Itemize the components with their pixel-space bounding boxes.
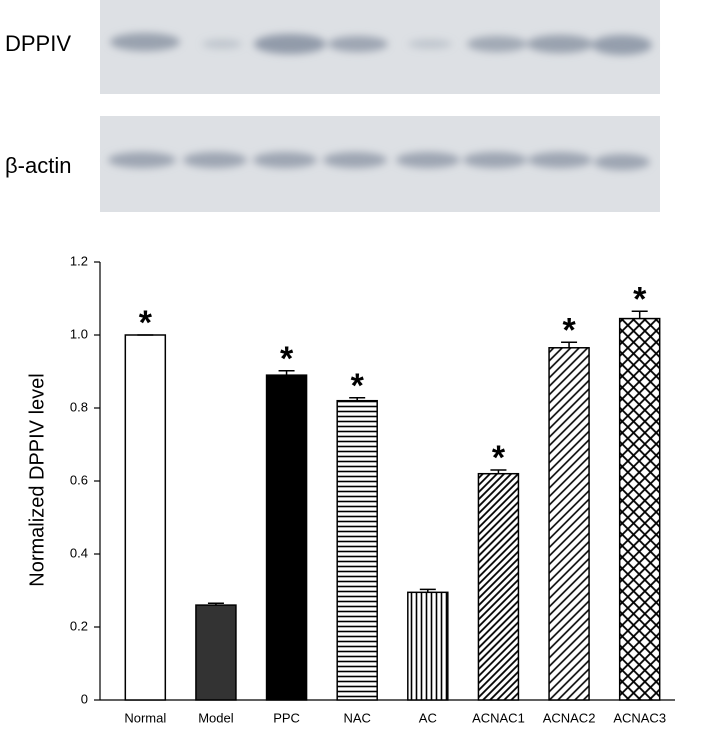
significance-marker: * — [351, 367, 365, 405]
error-bar — [631, 310, 648, 319]
significance-marker: * — [562, 311, 576, 349]
x-tick-label: Normal — [124, 710, 166, 725]
error-bar — [561, 341, 578, 348]
y-tick-label: 1.2 — [70, 253, 88, 268]
bar — [195, 604, 237, 701]
significance-marker: * — [139, 304, 153, 342]
bar — [336, 399, 378, 701]
blot-label: β-actin — [5, 153, 71, 178]
bar — [618, 317, 661, 701]
error-bar — [278, 370, 295, 376]
bands-dppiv — [110, 33, 652, 55]
bar — [477, 472, 520, 701]
y-axis-title: Normalized DPPIV level — [26, 373, 48, 586]
error-bar — [419, 588, 436, 593]
y-tick-label: 0.6 — [70, 472, 88, 487]
x-tick-label: Model — [198, 710, 234, 725]
significance-marker: * — [280, 340, 294, 378]
blot-label: DPPIV — [5, 31, 71, 56]
x-tick-label: ACNAC3 — [613, 710, 666, 725]
significance-marker: * — [492, 439, 506, 477]
y-tick-label: 0.4 — [70, 545, 88, 560]
y-tick-label: 1.0 — [70, 326, 88, 341]
bar — [407, 591, 449, 701]
y-tick-label: 0.2 — [70, 618, 88, 633]
bands-actin — [108, 152, 650, 170]
x-tick-label: NAC — [343, 710, 370, 725]
bar — [265, 374, 308, 701]
error-bar — [207, 602, 224, 606]
y-tick-label: 0 — [81, 691, 88, 706]
error-bar — [490, 469, 507, 474]
y-tick-label: 0.8 — [70, 399, 88, 414]
bar — [548, 347, 590, 701]
significance-marker: * — [633, 280, 647, 318]
x-tick-label: ACNAC1 — [472, 710, 525, 725]
x-tick-label: PPC — [273, 710, 300, 725]
x-tick-label: AC — [419, 710, 437, 725]
x-tick-label: ACNAC2 — [543, 710, 596, 725]
error-bar — [349, 397, 366, 401]
bar — [124, 334, 167, 701]
